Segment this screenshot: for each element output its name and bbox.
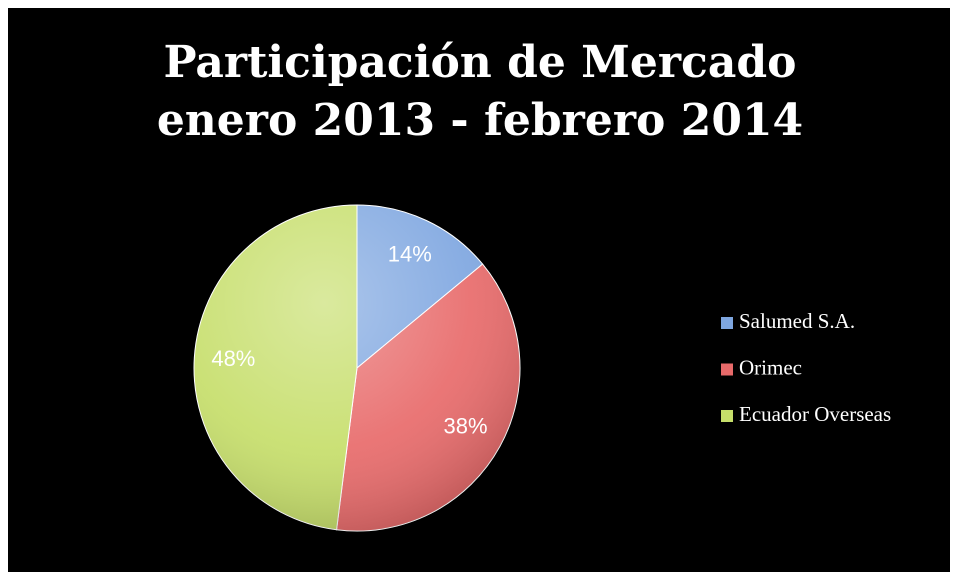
data-label: 14% (388, 242, 432, 267)
data-label: 48% (211, 346, 255, 371)
legend-label: Orimec (739, 355, 802, 379)
chart-title: Participación de Mercado enero 2013 - fe… (156, 37, 804, 146)
legend-label: Salumed S.A. (739, 309, 855, 333)
legend-swatch (721, 410, 733, 422)
data-label: 38% (444, 413, 488, 438)
legend-swatch (721, 317, 733, 329)
legend-label: Ecuador Overseas (739, 402, 891, 426)
legend-swatch (721, 363, 733, 376)
